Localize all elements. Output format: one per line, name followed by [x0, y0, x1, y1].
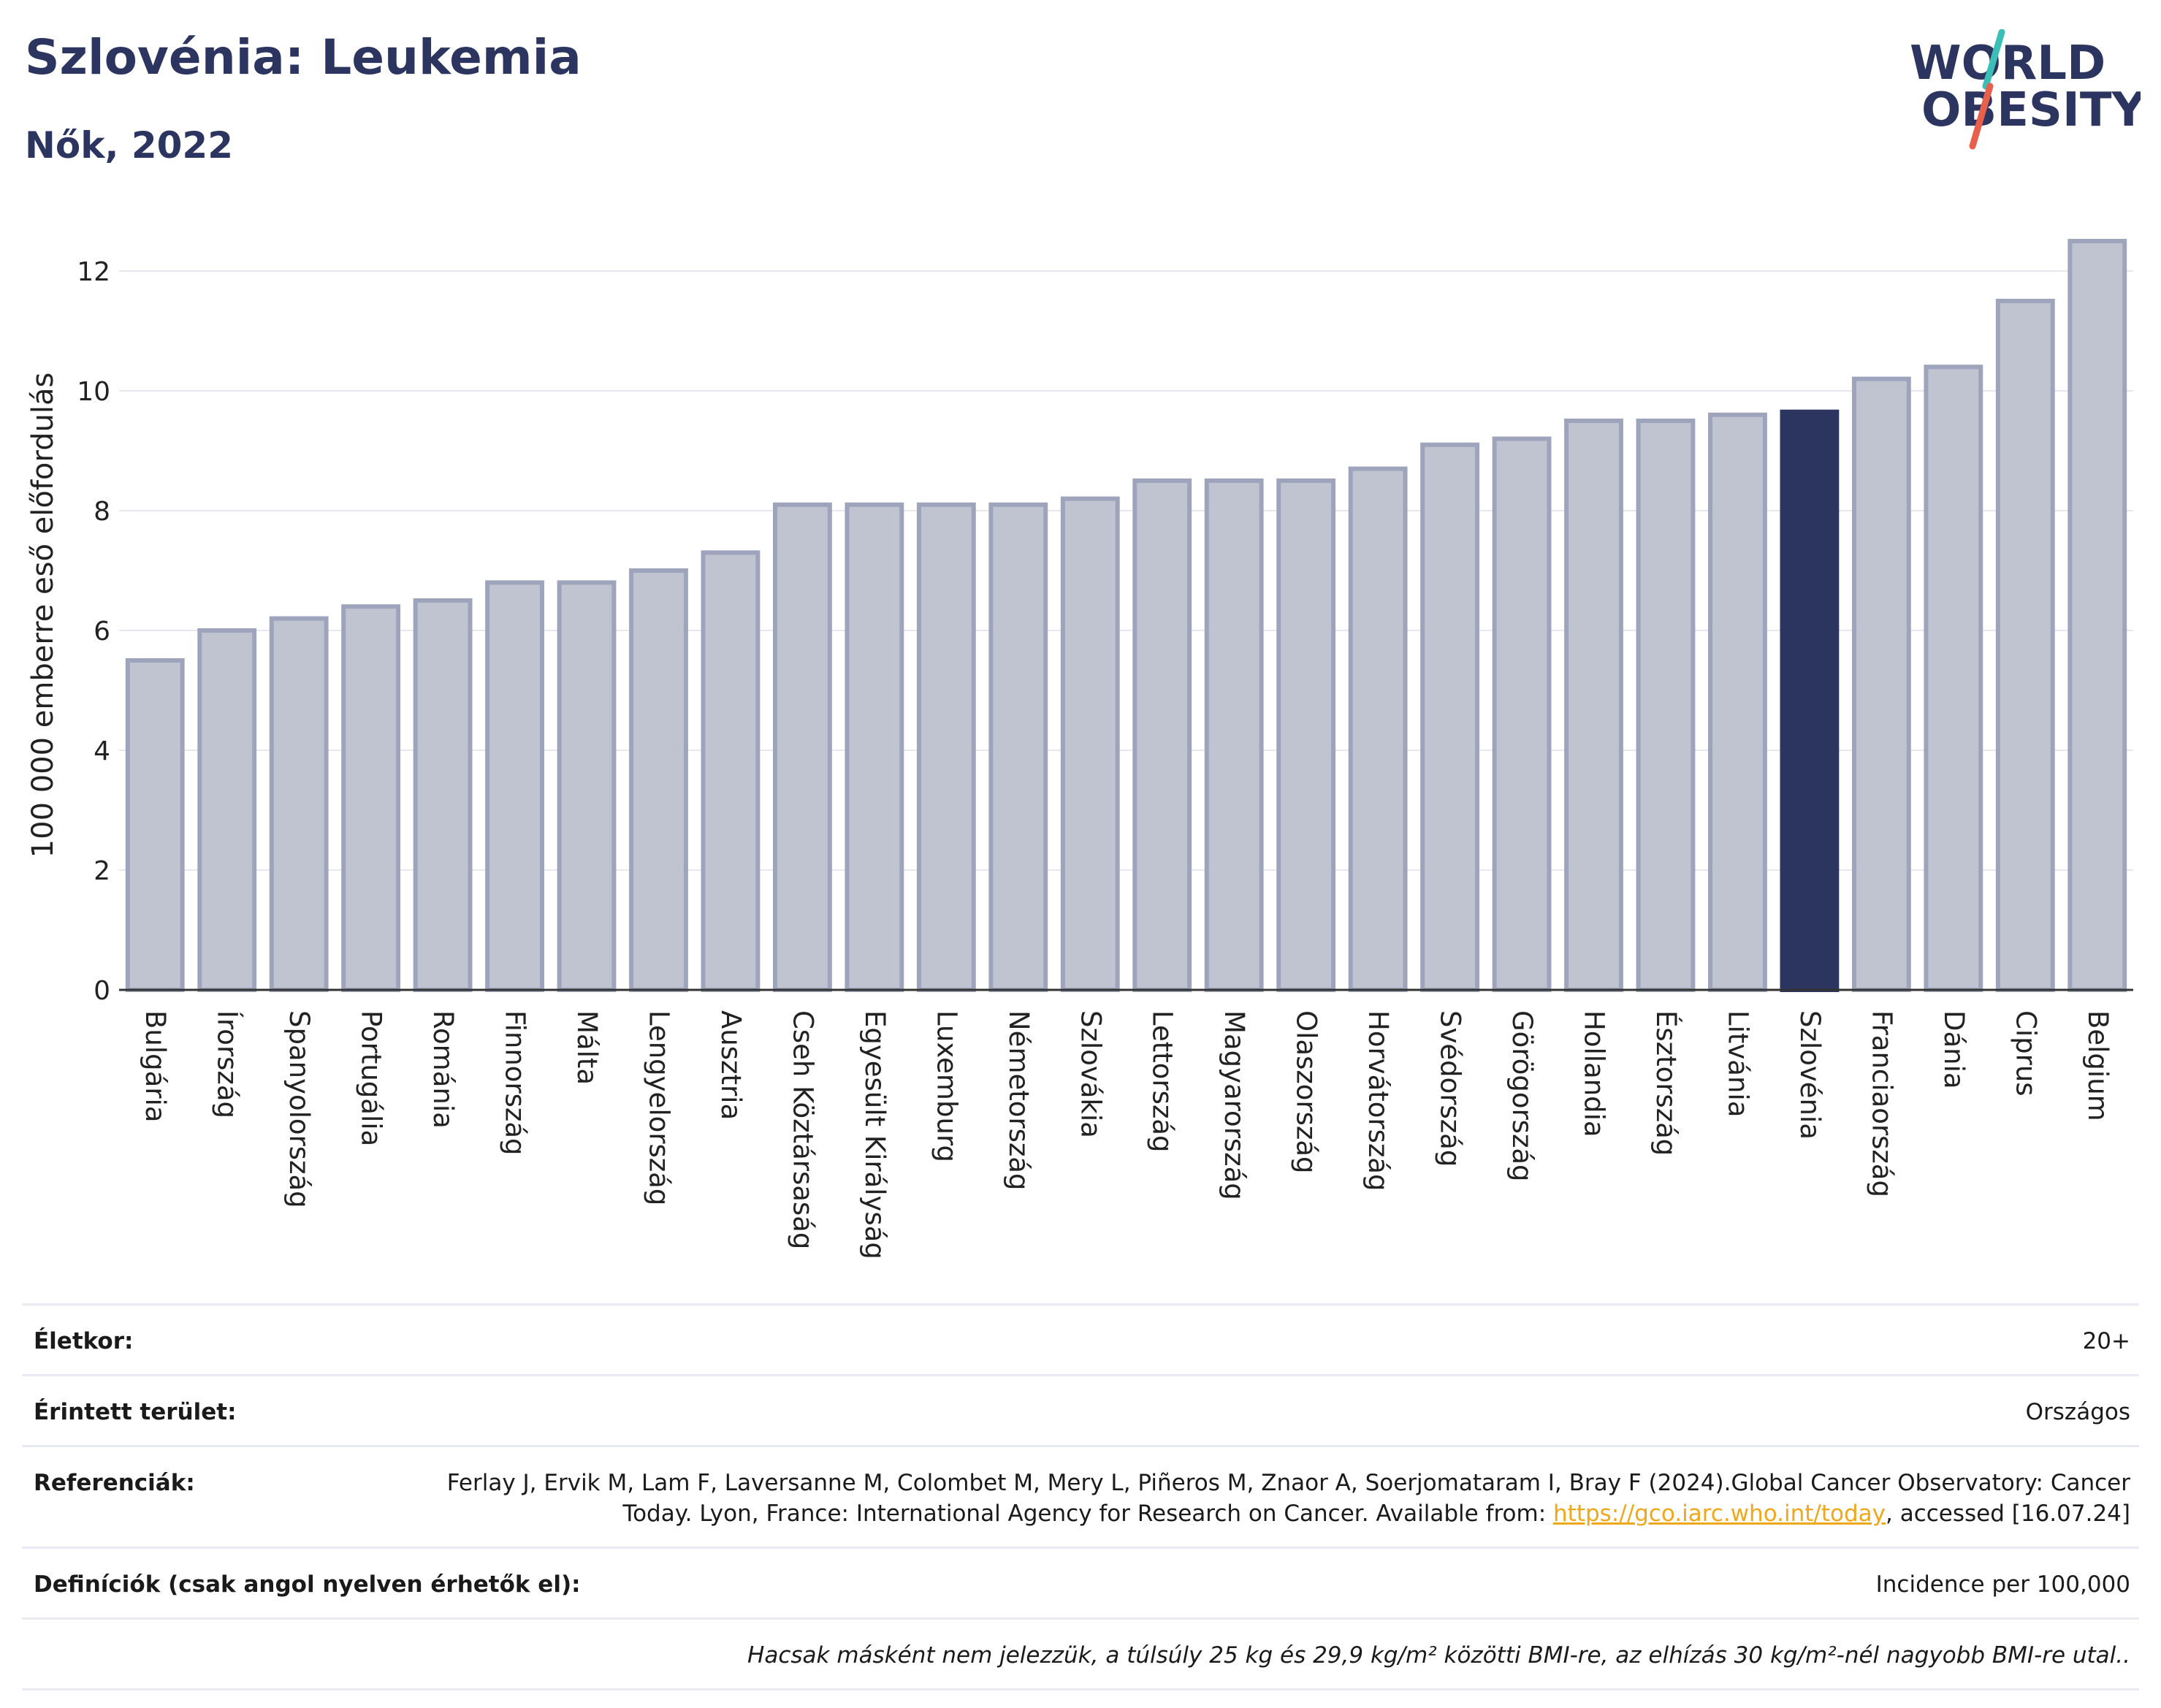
bar: [1851, 376, 1911, 993]
x-tick-label: Belgium: [2082, 1010, 2114, 1121]
x-tick-label: Horvátország: [1362, 1010, 1394, 1191]
x-tick-label: Ausztria: [715, 1010, 747, 1120]
bar: [2067, 239, 2127, 992]
x-tick-label: Spanyolország: [283, 1010, 315, 1208]
x-tick-label: Észtország: [1650, 1010, 1682, 1156]
x-tick-label: Románia: [427, 1010, 459, 1129]
bar: [341, 604, 401, 992]
info-row-age: Életkor: 20+: [22, 1303, 2139, 1374]
info-row-note: Hacsak másként nem jelezzük, a túlsúly 2…: [22, 1617, 2139, 1690]
y-axis-label: 100 000 emberre eső előfordulás: [26, 373, 60, 858]
x-tick-label: Litvánia: [1722, 1010, 1753, 1117]
x-tick-label: Görögország: [1506, 1010, 1538, 1182]
bar: [1348, 466, 1408, 993]
bar: [413, 598, 473, 992]
x-tick-label: Málta: [571, 1010, 603, 1085]
y-tick-label: 12: [77, 257, 110, 287]
x-tick-label: Bulgária: [140, 1010, 171, 1122]
bar: [701, 550, 761, 992]
x-tick-label: Szlovénia: [1794, 1010, 1826, 1140]
bar: [845, 502, 904, 992]
references-link[interactable]: https://gco.iarc.who.int/today: [1553, 1501, 1886, 1527]
page-subtitle: Nők, 2022: [25, 124, 234, 167]
bar: [1060, 496, 1120, 993]
bar: [1276, 479, 1336, 992]
x-tick-label: Cseh Köztársaság: [787, 1010, 818, 1249]
bar: [772, 502, 832, 992]
logo-slash-coral: [1969, 83, 1994, 150]
x-tick-label: Dánia: [1938, 1010, 1970, 1089]
bar: [269, 616, 329, 992]
bar: [1564, 419, 1623, 992]
bar: [629, 568, 688, 992]
x-tick-label: Egyesült Királyság: [859, 1010, 891, 1259]
references-text-2: , accessed [16.07.24]: [1885, 1501, 2130, 1527]
age-value: 20+: [2082, 1328, 2130, 1354]
bar: [197, 628, 257, 992]
x-tick-label: Franciaország: [1866, 1010, 1897, 1197]
y-tick-label: 8: [94, 497, 110, 527]
x-tick-label: Svédország: [1435, 1010, 1466, 1167]
logo-line1: WORLD: [1910, 37, 2105, 91]
bar: [125, 658, 185, 992]
x-tick-label: Finnország: [500, 1010, 531, 1155]
references-value: Ferlay J, Ervik M, Lam F, Laversanne M, …: [428, 1468, 2130, 1529]
bmi-note: Hacsak másként nem jelezzük, a túlsúly 2…: [747, 1642, 2130, 1669]
bar: [1995, 299, 2055, 992]
bar: [1132, 479, 1192, 992]
x-tick-label: Lettország: [1147, 1010, 1178, 1152]
bar-chart: 0 2 4 6 8 10 12 100 000 emberre eső előfordulás…: [26, 239, 2133, 1259]
definitions-label: Definíciók (csak angol nyelven érhetők e…: [34, 1571, 581, 1598]
y-tick-label: 2: [94, 856, 110, 886]
x-tick-label: Ciprus: [2010, 1010, 2041, 1097]
y-tick-label: 0: [94, 976, 110, 1006]
x-tick-label: Luxemburg: [931, 1010, 962, 1162]
x-tick-label: Szlovákia: [1075, 1010, 1106, 1138]
x-tick-label: Írország: [212, 1010, 244, 1118]
y-tick-label: 10: [77, 377, 110, 407]
x-tick-label: Hollandia: [1579, 1010, 1610, 1137]
bar: [1924, 365, 1983, 992]
bar: [1708, 412, 1767, 992]
page-title: Szlovénia: Leukemia: [25, 29, 582, 85]
info-row-definitions: Definíciók (csak angol nyelven érhetők e…: [22, 1547, 2139, 1617]
bar: [1780, 409, 1840, 992]
bar: [1420, 442, 1480, 992]
x-tick-label: Magyarország: [1219, 1010, 1250, 1200]
world-obesity-logo: WORLD OBESITY: [1910, 29, 2141, 150]
x-tick-label: Lengyelország: [643, 1010, 674, 1205]
y-tick-label: 6: [94, 617, 110, 647]
x-tick-label: Portugália: [356, 1010, 387, 1146]
x-tick-label: Németország: [1003, 1010, 1034, 1190]
x-tick-label: Olaszország: [1291, 1010, 1322, 1173]
bar: [1204, 479, 1264, 992]
bar: [916, 502, 976, 992]
references-text-1: Ferlay J, Ervik M, Lam F, Laversanne M, …: [446, 1470, 2130, 1527]
age-label: Életkor:: [34, 1328, 134, 1354]
area-value: Országos: [2025, 1399, 2130, 1425]
info-table: Életkor: 20+ Érintett terület: Országos …: [22, 1303, 2139, 1690]
bar: [1636, 419, 1696, 992]
definitions-value: Incidence per 100,000: [1875, 1571, 2130, 1598]
logo-line2: OBESITY: [1921, 83, 2141, 137]
bar: [1492, 436, 1552, 993]
info-row-references: Referenciák: Ferlay J, Ervik M, Lam F, L…: [22, 1445, 2139, 1547]
bar: [557, 580, 617, 992]
y-tick-label: 4: [94, 736, 110, 766]
area-label: Érintett terület:: [34, 1399, 237, 1425]
references-label: Referenciák:: [34, 1470, 195, 1496]
logo-slash-teal: [1982, 29, 2005, 90]
bar: [988, 502, 1048, 992]
bar: [485, 580, 544, 992]
info-row-area: Érintett terület: Országos: [22, 1374, 2139, 1445]
